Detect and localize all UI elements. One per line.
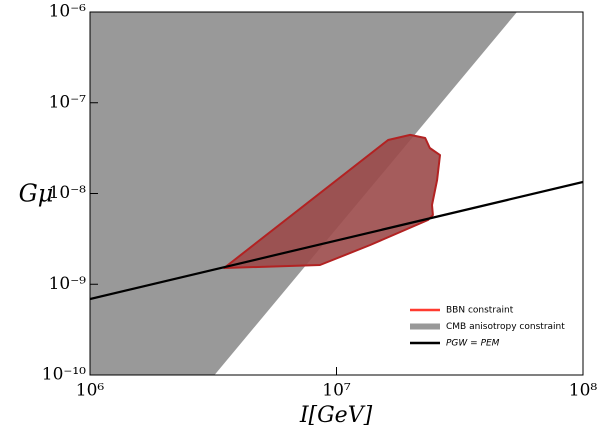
y-tick-label: 10⁻⁷ xyxy=(49,92,87,112)
y-axis-label: Gμ xyxy=(19,180,54,208)
x-tick-label: 10⁷ xyxy=(322,381,351,401)
x-tick-label: 10⁶ xyxy=(76,381,105,401)
plot-area xyxy=(90,12,583,375)
line xyxy=(90,180,583,301)
y-tick-label: 10⁻⁶ xyxy=(49,2,87,22)
y-tick-label: 10⁻⁸ xyxy=(49,183,87,203)
legend-label: PGW = PEM xyxy=(446,339,500,349)
y-tick-label: 10⁻⁹ xyxy=(49,274,87,294)
area xyxy=(90,12,517,375)
x-tick-label: 10⁸ xyxy=(569,381,598,401)
x-axis-label: I[GeV] xyxy=(299,403,373,428)
y-tick-label: 10⁻¹⁰ xyxy=(42,365,86,385)
legend-label: CMB anisotropy constraint xyxy=(446,322,565,332)
legend-label: BBN constraint xyxy=(446,306,514,316)
area xyxy=(223,133,441,269)
